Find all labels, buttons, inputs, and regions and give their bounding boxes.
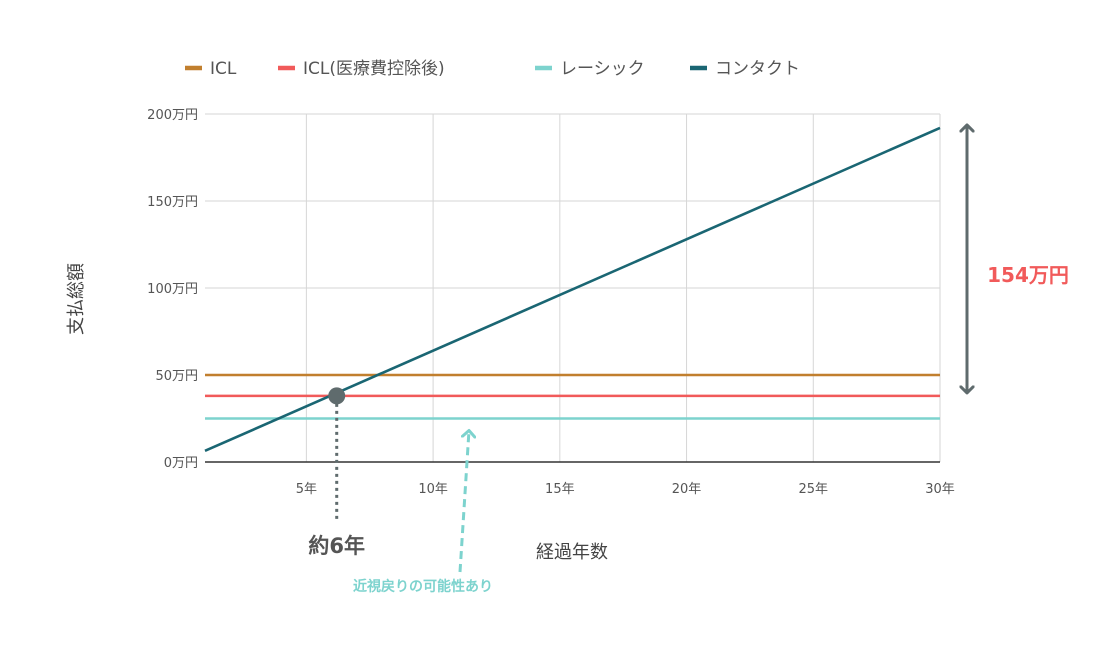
crossover-label: 約6年 [308,534,365,558]
y-tick-label-4: 200万円 [147,108,198,123]
legend: ICL ICL(医療費控除後) レーシック コンタクト [185,59,800,79]
x-tick-label-5: 30年 [925,482,955,497]
difference-label: 154万円 [987,263,1069,287]
legend-label-1: ICL(医療費控除後) [303,59,445,79]
y-tick-label-3: 150万円 [147,195,198,210]
series-lines [204,126,941,453]
x-tick-label-0: 5年 [296,482,317,497]
y-tick-label-2: 100万円 [147,282,198,297]
regression-label: 近視戻りの可能性あり [353,578,493,595]
y-axis-ticks: 0万円 50万円 100万円 150万円 200万円 [147,108,198,471]
x-tick-label-4: 25年 [799,482,829,497]
x-axis-ticks: 5年 10年 15年 20年 25年 30年 [296,482,955,497]
crossover-point [328,387,346,405]
y-tick-label-0: 0万円 [164,456,198,471]
legend-label-0: ICL [210,59,237,79]
legend-label-3: コンタクト [715,59,800,79]
x-tick-label-1: 10年 [418,482,448,497]
x-tick-label-3: 20年 [672,482,702,497]
regression-arrow [458,431,469,573]
legend-label-2: レーシック [560,59,645,79]
x-axis-label: 経過年数 [536,542,608,563]
y-axis-label: 支払総額 [66,263,87,335]
x-tick-label-2: 15年 [545,482,575,497]
series-line-3 [204,126,941,453]
y-tick-label-1: 50万円 [155,369,198,384]
